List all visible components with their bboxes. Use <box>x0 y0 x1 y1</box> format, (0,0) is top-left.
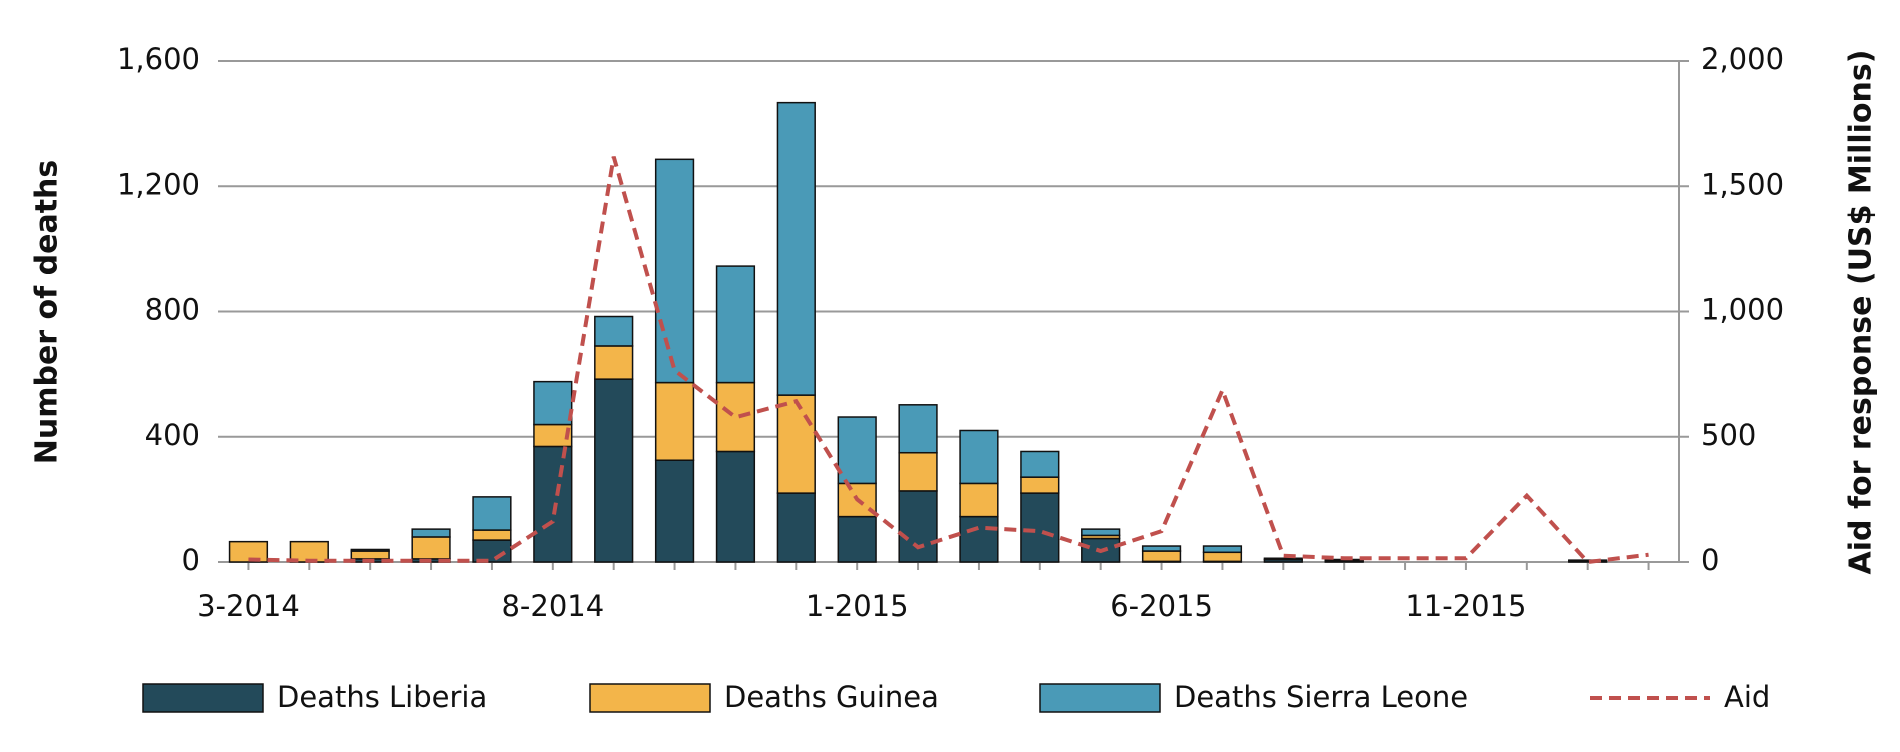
x-tick-label: 11-2015 <box>1405 589 1526 623</box>
bar-segment <box>533 445 573 563</box>
y2-tick-label: 500 <box>1701 418 1756 452</box>
bar-segment <box>472 529 512 541</box>
bar-segment <box>776 101 816 396</box>
bar-segment <box>1020 450 1060 478</box>
bar-segment <box>959 482 999 518</box>
bar-segment <box>1568 559 1608 562</box>
bar-segment <box>1141 550 1182 563</box>
legend-label: Deaths Guinea <box>724 680 939 714</box>
bar-segment <box>959 429 999 485</box>
bar-segment <box>654 381 695 461</box>
bar-segment <box>594 315 634 347</box>
bar-segment <box>1141 545 1182 552</box>
x-tick-label: 1-2015 <box>806 589 909 623</box>
bar-segment <box>837 416 877 485</box>
bar-segment <box>1263 557 1303 561</box>
bar-segment <box>715 450 756 563</box>
y-tick-label: 800 <box>145 293 200 327</box>
y-tick-label: 1,200 <box>117 167 200 201</box>
bar-segment <box>776 492 816 563</box>
bar-segment <box>594 378 634 563</box>
bar-segment <box>837 515 877 563</box>
bar-segment <box>715 265 756 384</box>
aid-line <box>248 156 1649 565</box>
bar-segment <box>411 528 451 538</box>
bar-segment <box>411 536 451 560</box>
y-tick-label: 400 <box>145 418 200 452</box>
bar-segment <box>715 381 756 453</box>
bar-segment <box>472 496 512 531</box>
y-tick-label: 1,600 <box>117 42 200 76</box>
legend-swatch <box>1039 683 1161 713</box>
bar-segment <box>654 459 695 563</box>
bar-segment <box>654 158 695 384</box>
x-tick-label: 8-2014 <box>501 589 604 623</box>
legend-label: Deaths Liberia <box>277 680 487 714</box>
bar-segment <box>472 539 512 563</box>
bar-segment <box>959 515 999 563</box>
y2-axis-label: Aid for response (US$ Millions) <box>1844 50 1879 575</box>
bar-segment <box>533 380 573 426</box>
bar-segment <box>1020 476 1060 494</box>
bar-segment <box>898 404 938 454</box>
y2-tick-label: 0 <box>1701 543 1719 577</box>
bar-segment <box>594 345 634 380</box>
bar-segment <box>1020 492 1060 563</box>
bar-segment <box>1081 528 1121 537</box>
y2-tick-label: 1,500 <box>1701 167 1784 201</box>
legend-label: Aid <box>1724 680 1770 714</box>
legend-swatch <box>589 683 711 713</box>
bar-segment <box>350 550 390 560</box>
legend-swatch <box>142 683 264 713</box>
bar-segment <box>1202 545 1243 554</box>
y2-tick-label: 2,000 <box>1701 42 1784 76</box>
bar-segment <box>228 540 269 563</box>
legend-label: Deaths Sierra Leone <box>1174 680 1468 714</box>
bar-segment <box>1202 551 1243 563</box>
y-axis-label: Number of deaths <box>30 160 65 465</box>
y2-tick-label: 1,000 <box>1701 293 1784 327</box>
bar-segment <box>898 490 938 563</box>
bar-segment <box>898 451 938 492</box>
x-tick-label: 6-2015 <box>1110 589 1213 623</box>
y-tick-label: 0 <box>182 543 200 577</box>
bar-segment <box>776 394 816 494</box>
x-tick-label: 3-2014 <box>197 589 300 623</box>
bar-segment <box>350 548 390 552</box>
